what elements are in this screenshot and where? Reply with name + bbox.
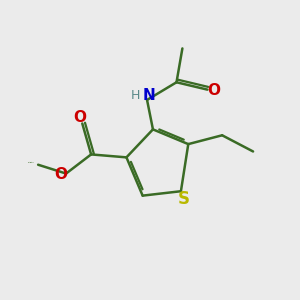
Text: H: H [131, 89, 141, 102]
Text: methyl: methyl [28, 162, 33, 163]
Text: O: O [74, 110, 86, 124]
Text: methyl: methyl [30, 162, 35, 163]
Text: O: O [207, 83, 220, 98]
Text: N: N [142, 88, 155, 103]
Text: O: O [54, 167, 67, 182]
Text: S: S [178, 190, 190, 208]
